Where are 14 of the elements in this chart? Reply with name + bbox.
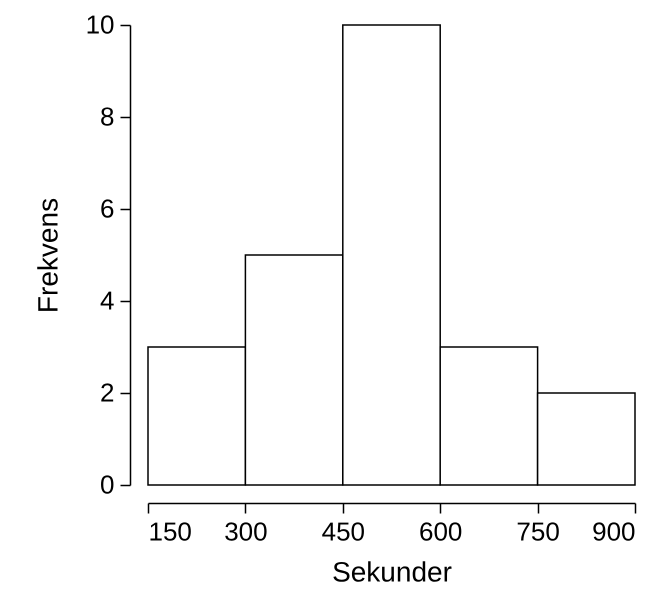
x-tick-label: 450 [322, 516, 365, 546]
x-axis-title: Sekunder [332, 556, 452, 588]
y-tick-label: 10 [86, 10, 114, 40]
x-tick-label: 300 [224, 516, 268, 546]
y-tick-label: 0 [100, 470, 114, 500]
x-tick-label: 750 [516, 516, 560, 546]
y-tick-label: 4 [100, 286, 114, 316]
y-tick-label: 8 [100, 102, 114, 132]
x-tick-label: 150 [148, 516, 192, 546]
y-tick-label: 6 [100, 194, 114, 224]
y-tick-label: 2 [100, 378, 114, 408]
x-tick-label: 900 [592, 516, 636, 546]
y-axis-title: Frekvens [32, 198, 64, 314]
x-tick-label: 600 [419, 516, 462, 546]
